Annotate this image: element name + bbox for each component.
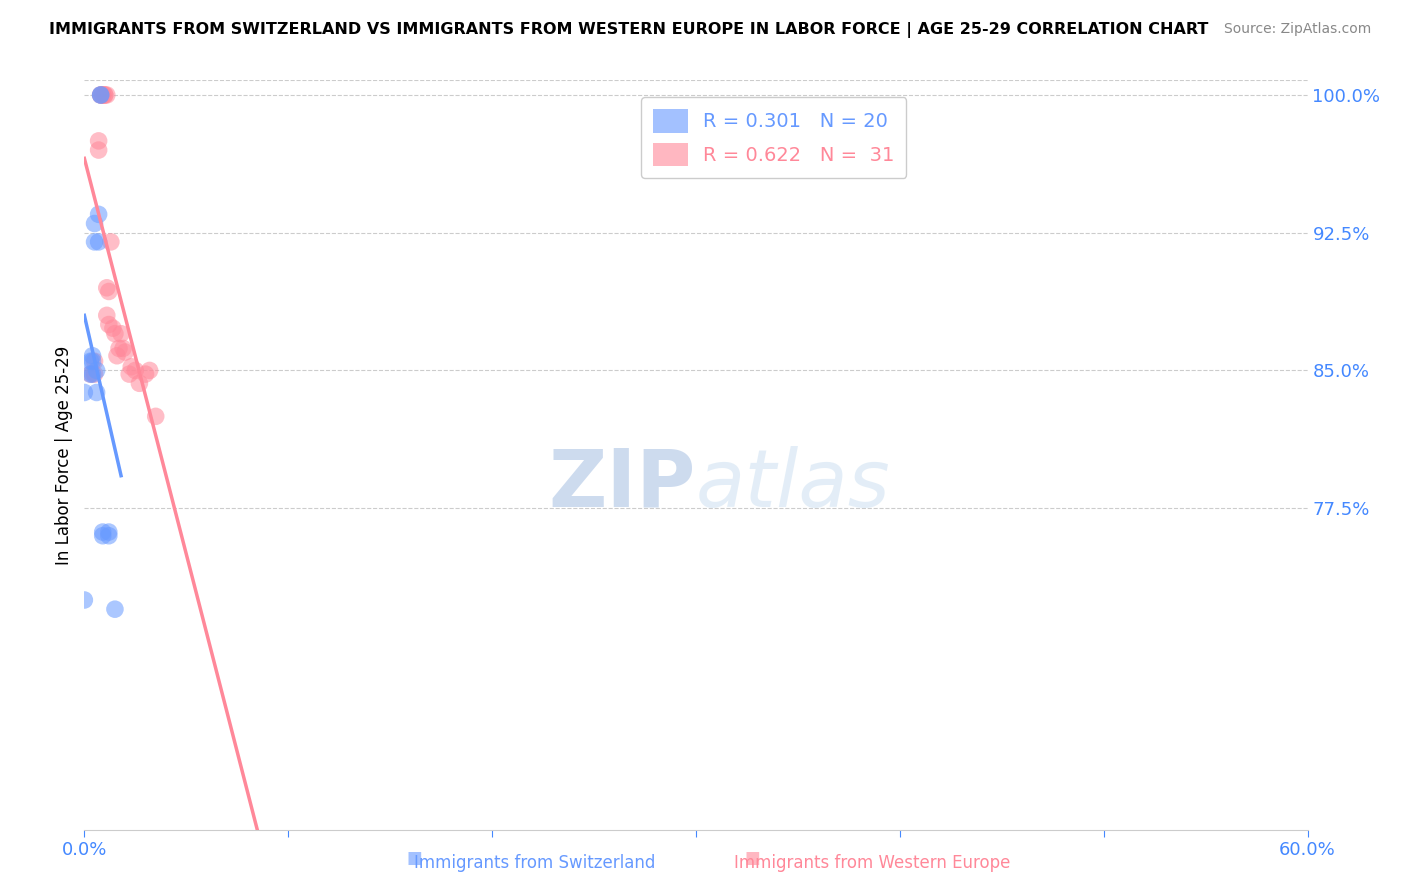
Point xyxy=(87,143,110,157)
Text: ■: ■ xyxy=(406,849,423,867)
Point xyxy=(138,363,160,377)
Point xyxy=(91,524,114,539)
Point xyxy=(91,87,114,102)
Point xyxy=(104,602,127,616)
Point xyxy=(87,207,110,221)
Point xyxy=(145,409,167,424)
Point xyxy=(83,354,105,368)
Point xyxy=(87,134,110,148)
Text: Immigrants from Western Europe: Immigrants from Western Europe xyxy=(734,855,1010,872)
Point xyxy=(97,524,120,539)
Point xyxy=(105,349,128,363)
Point xyxy=(83,235,105,249)
Point xyxy=(96,87,118,102)
Point xyxy=(86,363,108,377)
Point xyxy=(82,354,104,368)
Legend: R = 0.301   N = 20, R = 0.622   N =  31: R = 0.301 N = 20, R = 0.622 N = 31 xyxy=(641,97,907,178)
Point xyxy=(87,235,110,249)
Point xyxy=(93,87,115,102)
Point xyxy=(124,363,146,377)
Text: IMMIGRANTS FROM SWITZERLAND VS IMMIGRANTS FROM WESTERN EUROPE IN LABOR FORCE | A: IMMIGRANTS FROM SWITZERLAND VS IMMIGRANT… xyxy=(49,22,1209,38)
Point xyxy=(114,345,136,359)
Text: atlas: atlas xyxy=(696,446,891,524)
Point xyxy=(90,87,112,102)
Point xyxy=(91,529,114,543)
Point xyxy=(86,385,108,400)
Point xyxy=(96,309,118,323)
Point xyxy=(108,342,131,356)
Point xyxy=(96,281,118,295)
Point xyxy=(82,349,104,363)
Point xyxy=(135,367,157,381)
Point xyxy=(120,359,142,374)
Point xyxy=(101,321,124,335)
Point xyxy=(73,593,96,607)
Point xyxy=(82,367,104,381)
Text: Source: ZipAtlas.com: Source: ZipAtlas.com xyxy=(1223,22,1371,37)
Point xyxy=(90,87,112,102)
Point xyxy=(100,235,122,249)
Point xyxy=(83,367,105,381)
Point xyxy=(90,87,112,102)
Y-axis label: In Labor Force | Age 25-29: In Labor Force | Age 25-29 xyxy=(55,345,73,565)
Point xyxy=(97,318,120,332)
Text: ■: ■ xyxy=(744,849,761,867)
Point xyxy=(79,367,101,381)
Text: Immigrants from Switzerland: Immigrants from Switzerland xyxy=(413,855,655,872)
Point xyxy=(104,326,127,341)
Point xyxy=(118,367,141,381)
Point xyxy=(110,326,132,341)
Text: ZIP: ZIP xyxy=(548,446,696,524)
Point xyxy=(112,342,135,356)
Point xyxy=(97,285,120,299)
Point xyxy=(73,385,96,400)
Point xyxy=(93,87,115,102)
Point xyxy=(79,354,101,368)
Point xyxy=(79,367,101,381)
Point xyxy=(128,376,150,391)
Point xyxy=(97,529,120,543)
Point xyxy=(91,87,114,102)
Point xyxy=(90,87,112,102)
Point xyxy=(83,217,105,231)
